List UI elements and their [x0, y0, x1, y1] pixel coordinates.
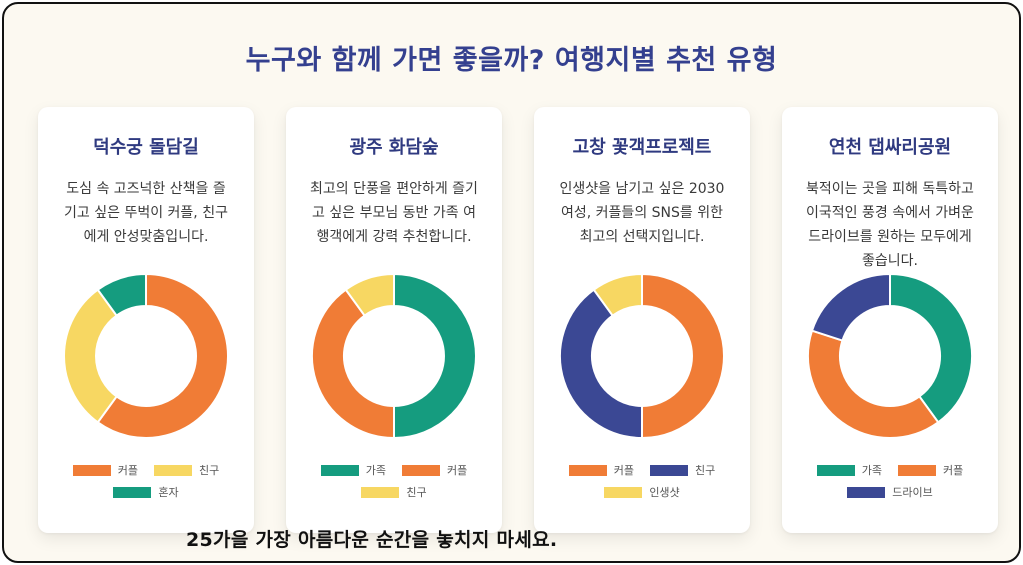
- legend-label: 혼자: [158, 486, 179, 499]
- legend-item[interactable]: 인생샷: [604, 484, 680, 500]
- legend-swatch: [847, 486, 886, 498]
- legend-label: 커플: [613, 464, 634, 477]
- card-title: 고창 꽃객프로젝트: [572, 137, 712, 158]
- legend-label: 인생샷: [649, 486, 680, 499]
- legend-swatch: [816, 464, 855, 476]
- legend-item[interactable]: 친구: [154, 462, 219, 478]
- legend-swatch: [402, 464, 440, 476]
- card-description: 북적이는 곳을 피해 독특하고 이국적인 풍경 속에서 가벼운 드라이브를 원하…: [806, 181, 974, 269]
- card-description: 인생샷을 남기고 싶은 2030 여성, 커플들의 SNS를 위한 최고의 선택…: [559, 181, 725, 245]
- card-deoksugung: 덕수궁 돌담길 도심 속 고즈넉한 산책을 즐기고 싶은 뚜벅이 커플, 친구에…: [38, 107, 254, 533]
- card-description: 최고의 단풍을 편안하게 즐기고 싶은 부모님 동반 가족 여행객에게 강력 추…: [310, 181, 478, 245]
- card-yeoncheon: 연천 댑싸리공원 북적이는 곳을 피해 독특하고 이국적인 풍경 속에서 가벼운…: [782, 107, 998, 533]
- donut-slice-2: [311, 288, 395, 439]
- legend-item[interactable]: 드라이브: [847, 484, 933, 500]
- legend-swatch: [72, 464, 111, 476]
- donut-chart-deoksugung: [63, 273, 229, 439]
- legend-label: 친구: [199, 464, 220, 477]
- donut-slice-3: [344, 273, 395, 317]
- donut-chart-gochang: [559, 273, 725, 439]
- legend-swatch: [650, 464, 688, 476]
- legend-swatch: [604, 486, 643, 498]
- donut-slice-2: [559, 288, 643, 439]
- donut-slice-1: [889, 273, 973, 424]
- donut-slice-1: [96, 273, 229, 439]
- legend-label: 친구: [695, 464, 716, 477]
- card-title: 광주 화담숲: [349, 137, 439, 158]
- card-gochang: 고창 꽃객프로젝트 인생샷을 남기고 싶은 2030 여성, 커플들의 SNS를…: [534, 107, 750, 533]
- legend-label: 드라이브: [892, 486, 933, 499]
- legend-label: 친구: [406, 486, 427, 499]
- donut-slice-3: [810, 273, 891, 342]
- donut-slice-3: [592, 273, 643, 317]
- legend-item[interactable]: 가족: [816, 462, 882, 478]
- card-title: 연천 댑싸리공원: [828, 137, 952, 158]
- legend-label: 가족: [861, 464, 882, 477]
- legend-item[interactable]: 친구: [650, 462, 715, 478]
- donut-slice-1: [641, 273, 725, 439]
- donut-slice-2: [63, 288, 119, 424]
- legend-swatch: [898, 464, 936, 476]
- page-title: 누구와 함께 가면 좋을까? 여행지별 추천 유형: [245, 45, 778, 76]
- legend-item[interactable]: 커플: [72, 462, 138, 478]
- donut-slice-1: [393, 273, 477, 439]
- legend-item[interactable]: 혼자: [113, 484, 179, 500]
- legend-swatch: [113, 486, 152, 498]
- card-description: 도심 속 고즈넉한 산책을 즐기고 싶은 뚜벅이 커플, 친구에게 안성맞춤입니…: [64, 181, 228, 245]
- donut-slice-3: [96, 273, 147, 317]
- card-hwadamsup: 광주 화담숲 최고의 단풍을 편안하게 즐기고 싶은 부모님 동반 가족 여행객…: [286, 107, 502, 533]
- legend-item[interactable]: 커플: [898, 462, 963, 478]
- footer-caption: 25가을 가장 아름다운 순간을 놓치지 마세요.: [186, 529, 558, 551]
- card-title: 덕수궁 돌담길: [93, 137, 199, 158]
- donut-slice-2: [807, 329, 940, 439]
- legend-label: 커플: [447, 464, 468, 477]
- legend-label: 커플: [117, 464, 138, 477]
- legend-swatch: [568, 464, 607, 476]
- legend-item[interactable]: 커플: [402, 462, 467, 478]
- donut-chart-yeoncheon: [807, 273, 973, 439]
- legend-label: 커플: [943, 464, 964, 477]
- legend-item[interactable]: 커플: [568, 462, 634, 478]
- donut-chart-hwadamsup: [311, 273, 477, 439]
- legend-item[interactable]: 친구: [361, 484, 427, 500]
- legend-swatch: [320, 464, 359, 476]
- legend-swatch: [154, 464, 192, 476]
- legend-label: 가족: [365, 464, 386, 477]
- legend-item[interactable]: 가족: [320, 462, 386, 478]
- legend-swatch: [361, 486, 400, 498]
